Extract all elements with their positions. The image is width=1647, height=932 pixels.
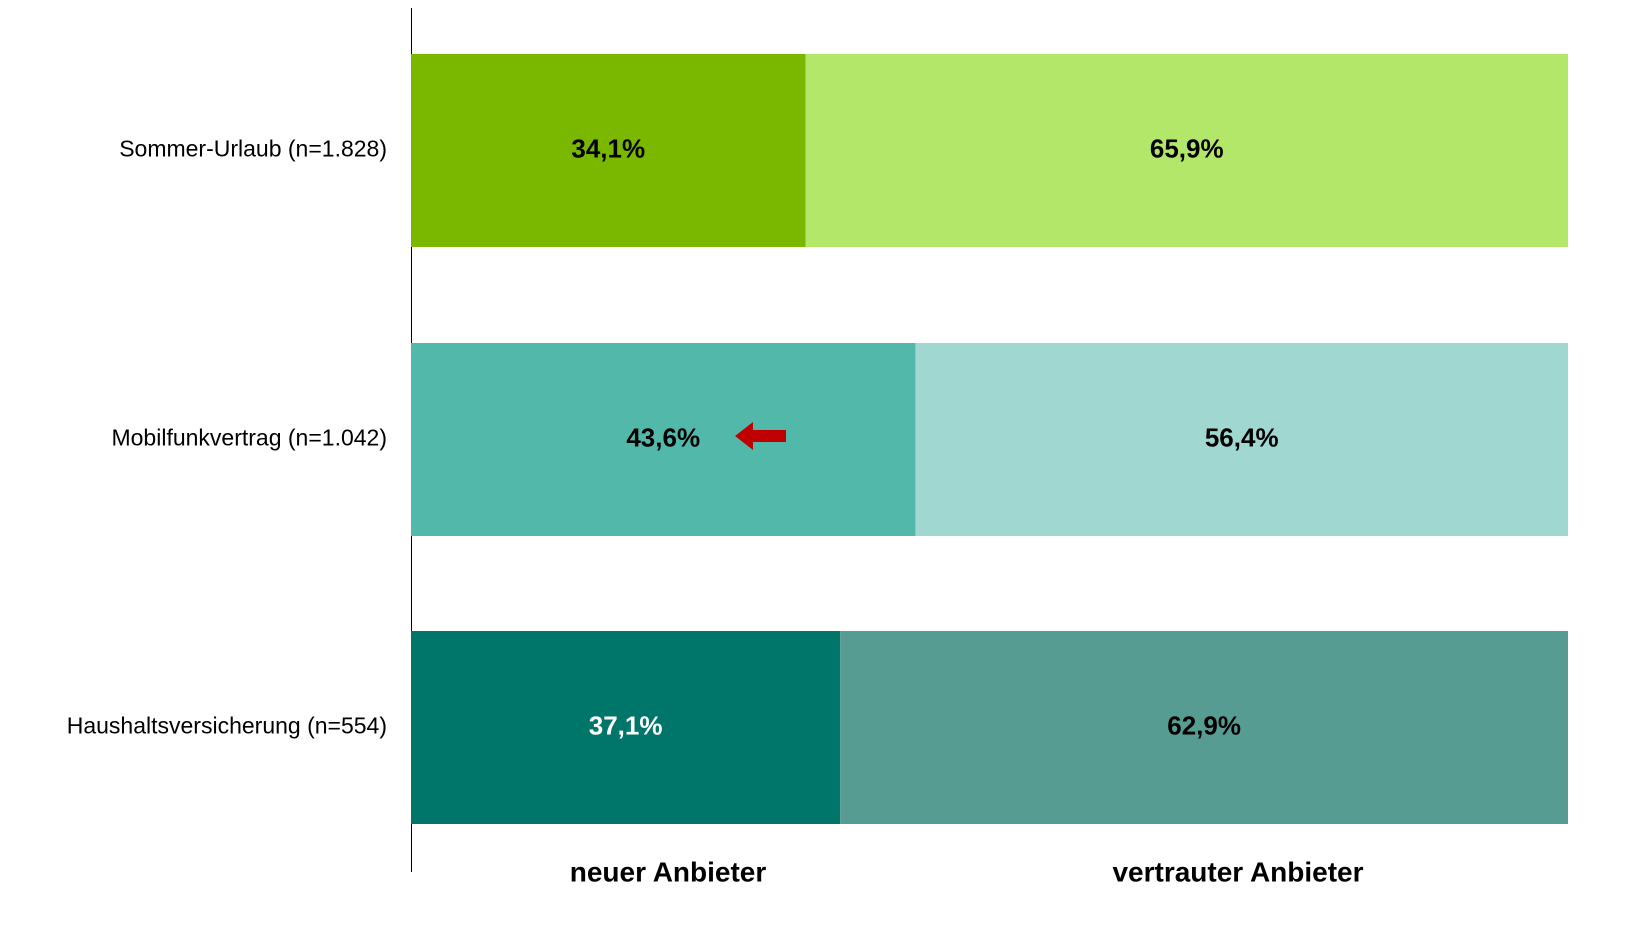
value-label: 65,9% xyxy=(1150,133,1224,163)
arrow xyxy=(735,422,786,450)
bar-segment xyxy=(840,631,1568,824)
bar-segment xyxy=(411,54,806,247)
value-label: 37,1% xyxy=(589,710,663,740)
bar-segment xyxy=(411,343,916,536)
value-label: 43,6% xyxy=(626,422,700,452)
category-label: Sommer-Urlaub (n=1.828) xyxy=(119,136,387,162)
value-label: 56,4% xyxy=(1205,422,1279,452)
bar-segment xyxy=(915,343,1568,536)
legend-label: neuer Anbieter xyxy=(570,856,767,887)
category-label: Haushaltsversicherung (n=554) xyxy=(67,713,387,739)
bar-segment xyxy=(411,631,841,824)
legend-label: vertrauter Anbieter xyxy=(1112,856,1363,887)
value-label: 62,9% xyxy=(1167,710,1241,740)
value-label: 34,1% xyxy=(571,133,645,163)
bar-segment xyxy=(805,54,1568,247)
category-label: Mobilfunkvertrag (n=1.042) xyxy=(111,425,387,451)
